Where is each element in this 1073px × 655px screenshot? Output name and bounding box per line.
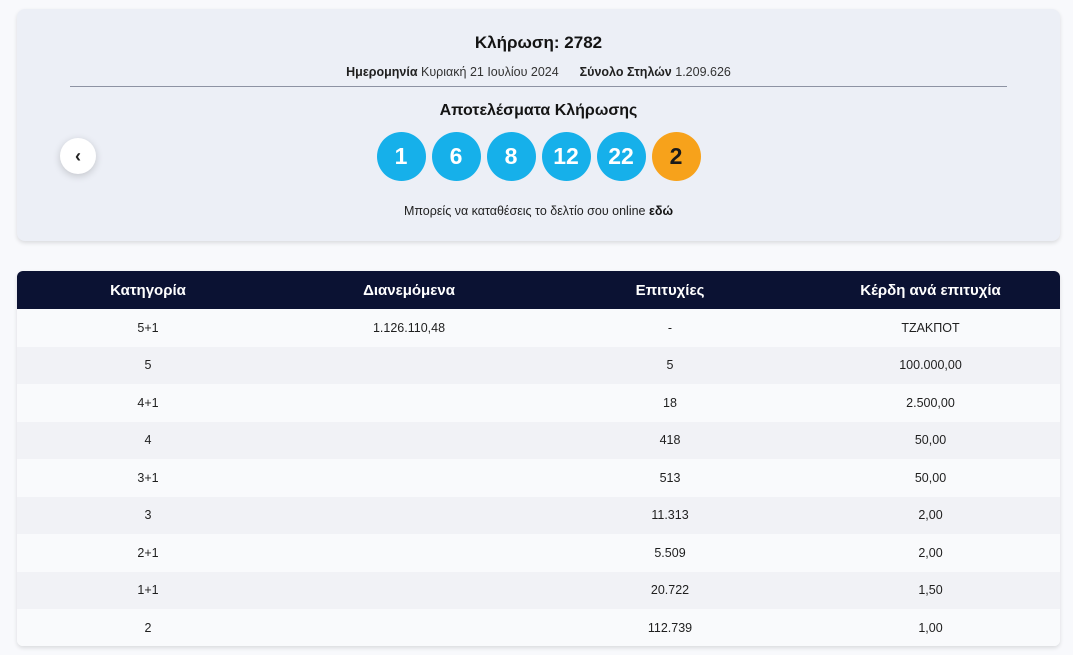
date-value: Κυριακή 21 Ιουλίου 2024 [421,65,559,79]
header-winners: Επιτυχίες [635,281,705,299]
cell-winners: 18 [663,395,677,410]
prize-table: Κατηγορία Διανεμόμενα Επιτυχίες Κέρδη αν… [17,271,1060,646]
previous-draw-button[interactable]: ‹ [60,138,96,174]
cell-category: 5+1 [137,320,159,335]
table-row: 4 418 50,00 [17,421,1060,460]
draw-card: Κλήρωση: 2782 Ημερομηνία Κυριακή 21 Ιουλ… [17,9,1060,241]
columns-value: 1.209.626 [675,65,731,79]
number-ball: 6 [431,132,481,181]
cell-winners: 418 [659,433,681,448]
cell-prize: 50,00 [914,433,947,448]
table-row: 4+1 18 2.500,00 [17,384,1060,422]
cell-category: 2+1 [137,545,159,560]
cell-distributed [279,347,539,385]
online-link[interactable]: εδώ [648,204,674,218]
cell-distributed [279,609,539,646]
cell-distributed [279,497,539,535]
cell-distributed [279,384,539,422]
online-line: Μπορείς να καταθέσεις το δελτίο σου onli… [17,204,1060,218]
cell-category: 2 [144,620,152,635]
table-row: 2 112.739 1,00 [17,609,1060,646]
table-row: 2+1 5.509 2,00 [17,534,1060,572]
number-ball: 22 [596,132,646,181]
draw-meta: Ημερομηνία Κυριακή 21 Ιουλίου 2024 Σύνολ… [17,65,1060,79]
cell-category: 3 [144,508,152,523]
number-ball: 12 [541,132,591,181]
cell-category: 1+1 [137,583,159,598]
cell-prize: 2,00 [918,545,943,560]
table-row: 5 5 100.000,00 [17,346,1060,385]
cell-category: 4 [144,433,152,448]
header-distributed: Διανεμόμενα [363,281,455,299]
header-category: Κατηγορία [110,281,186,299]
cell-winners: 5 [666,358,674,373]
cell-winners: - [667,320,673,335]
cell-category: 3+1 [137,470,159,485]
cell-winners: 5.509 [654,545,686,560]
cell-category: 4+1 [137,395,159,410]
online-text: Μπορείς να καταθέσεις το δελτίο σου onli… [403,204,646,218]
draw-title: Κλήρωση: 2782 [474,33,603,52]
table-row: 3+1 513 50,00 [17,459,1060,497]
number-ball: 8 [486,132,536,181]
cell-category: 5 [144,358,152,373]
cell-winners: 112.739 [647,620,693,635]
cell-prize: 1,50 [918,583,943,598]
bonus-ball: 2 [651,132,701,181]
cell-prize: 50,00 [914,470,947,485]
results-title: Αποτελέσματα Κλήρωσης [439,102,638,119]
divider [70,86,1007,87]
cell-winners: 20.722 [650,583,690,598]
cell-winners: 513 [659,470,681,485]
cell-prize: 2,00 [918,508,943,523]
cell-prize: 100.000,00 [899,358,962,373]
date-label: Ημερομηνία [346,65,418,79]
table-row: 3 11.313 2,00 [17,496,1060,535]
winning-numbers: 1 6 8 12 22 2 [17,132,1060,181]
cell-distributed [279,572,539,610]
cell-prize: 1,00 [918,620,943,635]
cell-distributed [279,422,539,460]
header-prize: Κέρδη ανά επιτυχία [860,281,1001,299]
cell-distributed: 1.126.110,48 [372,320,446,335]
table-row: 5+1 1.126.110,48 - ΤΖΑΚΠΟΤ [17,309,1060,347]
table-row: 1+1 20.722 1,50 [17,571,1060,610]
cell-distributed [279,459,539,497]
cell-prize: ΤΖΑΚΠΟΤ [901,320,960,335]
chevron-left-icon: ‹ [75,145,81,166]
cell-prize: 2.500,00 [906,395,955,410]
cell-winners: 11.313 [651,508,689,523]
number-ball: 1 [376,132,426,181]
table-header-row: Κατηγορία Διανεμόμενα Επιτυχίες Κέρδη αν… [17,271,1060,309]
columns-label: Σύνολο Στηλών [579,65,672,79]
cell-distributed [279,534,539,572]
